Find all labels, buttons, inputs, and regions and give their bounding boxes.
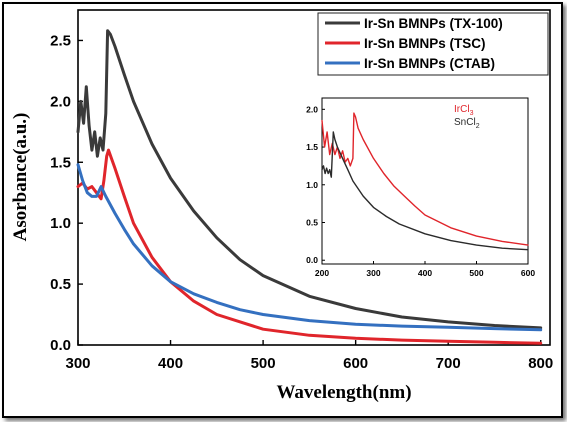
main-series-line-1 (76, 148, 543, 345)
main-x-tick-label-1: 400 (158, 355, 183, 372)
main-series-group (76, 29, 543, 345)
main-legend: Ir-Sn BMNPs (TX-100) Ir-Sn BMNPs (TSC) I… (317, 12, 549, 76)
inset-x-tick-label-2: 400 (418, 268, 432, 278)
inset-legend-label-ircl3: IrCl3 (454, 104, 474, 117)
inset-x-tick-label-3: 500 (469, 268, 483, 278)
inset-y-tick-label-0: 0.0 (306, 255, 318, 265)
inset-legend-sncl2-sub: 2 (476, 123, 480, 130)
main-y-tick-label-5: 2.5 (50, 32, 71, 49)
inset-legend: IrCl3 SnCl2 (454, 104, 480, 130)
main-y-tick-label-4: 2.0 (50, 93, 71, 110)
legend-label-tx100: Ir-Sn BMNPs (TX-100) (364, 16, 503, 31)
main-y-tick-label-1: 0.5 (50, 276, 71, 293)
main-x-tick-label-0: 300 (65, 355, 90, 372)
inset-y-tick-label-4: 2.0 (306, 104, 318, 114)
inset-series-line-1 (321, 131, 529, 251)
inset-y-tick-label-2: 1.0 (306, 180, 318, 190)
main-x-tick-label-2: 500 (251, 355, 276, 372)
inset-background (322, 98, 528, 264)
main-x-tick-label-4: 700 (436, 355, 461, 372)
main-y-tick-label-3: 1.5 (50, 154, 71, 171)
inset-y-tick-label-3: 1.5 (306, 142, 318, 152)
inset-x-tick-label-4: 600 (521, 268, 535, 278)
inset-y-tick-label-1: 0.5 (306, 218, 318, 228)
inset-legend-sncl2-base: SnCl (454, 117, 476, 128)
main-axis-ticks: 300 400 500 600 700 800 0.0 0.5 1.0 1.5 2.0 2.5 (50, 32, 553, 372)
main-x-tick-label-5: 800 (528, 355, 553, 372)
main-y-tick-label-0: 0.0 (50, 337, 71, 354)
inset-x-tick-label-0: 200 (315, 268, 329, 278)
legend-label-tsc: Ir-Sn BMNPs (TSC) (364, 36, 486, 51)
inset-legend-ircl3-sub: 3 (470, 110, 474, 117)
inset-legend-ircl3-base: IrCl (454, 104, 470, 115)
inset-series-group (321, 112, 529, 251)
inset-axis-ticks: 200 300 400 500 600 0.0 0.5 1.0 1.5 2.0 (306, 104, 535, 278)
inset-legend-label-sncl2: SnCl2 (454, 117, 480, 130)
main-y-tick-label-2: 1.0 (50, 215, 71, 232)
inset-x-tick-label-1: 300 (366, 268, 380, 278)
y-axis-title: Asorbance(a.u.) (10, 113, 31, 242)
main-series-line-0 (76, 29, 543, 330)
legend-label-ctab: Ir-Sn BMNPs (CTAB) (364, 56, 495, 71)
main-x-tick-label-3: 600 (343, 355, 368, 372)
main-series-line-2 (76, 163, 543, 332)
x-axis-title: Wavelength(nm) (276, 382, 411, 403)
main-plot-area (77, 9, 551, 346)
